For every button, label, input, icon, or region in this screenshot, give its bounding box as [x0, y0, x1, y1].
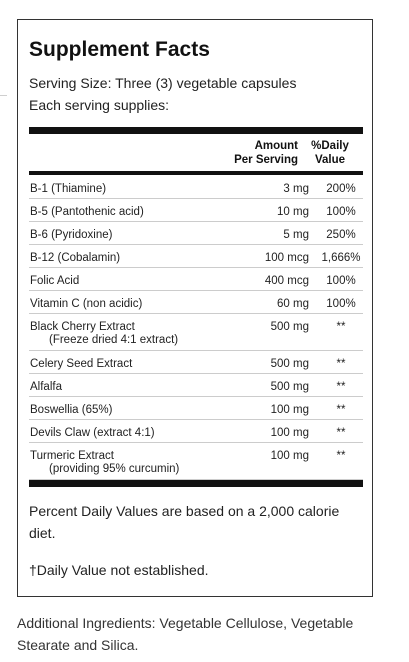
nutrient-amount: 60 mg — [277, 298, 309, 310]
nutrient-amount: 5 mg — [283, 229, 309, 241]
nutrient-daily-value: ** — [336, 427, 346, 439]
nutrient-amount: 100 mg — [270, 404, 309, 416]
percent-daily-footnote: Percent Daily Values are based on a 2,00… — [29, 503, 340, 541]
additional-ingredients-text: Additional Ingredients: Vegetable Cellul… — [17, 615, 354, 653]
nutrient-table: B-1 (Thiamine) 3 mg 200% B-5 (Pantothenic a… — [29, 176, 363, 480]
nutrient-amount: 3 mg — [283, 183, 309, 195]
nutrient-daily-value: ** — [336, 450, 346, 462]
amount-header-line1: Amount — [254, 140, 298, 152]
nutrient-amount: 400 mcg — [264, 275, 309, 287]
table-row: Black Cherry Extract (Freeze dried 4:1 ex… — [29, 314, 363, 351]
bottom-divider-bar — [29, 480, 363, 487]
nutrient-name: B-6 (Pyridoxine) — [30, 229, 113, 241]
nutrient-daily-value: 100% — [326, 206, 356, 218]
nutrient-daily-value: ** — [336, 358, 346, 370]
amount-column-header: Amount Per Serving — [214, 139, 298, 167]
nutrient-name: Folic Acid — [30, 275, 80, 287]
nutrient-name: Celery Seed Extract — [30, 358, 133, 370]
supplement-facts-panel: Supplement Facts Serving Size: Three (3)… — [17, 19, 373, 597]
table-row: Devils Claw (extract 4:1) 100 mg ** — [29, 420, 363, 443]
nutrient-amount: 100 mg — [270, 450, 309, 462]
nutrient-name: B-1 (Thiamine) — [30, 183, 107, 195]
nutrient-name: Vitamin C (non acidic) — [30, 298, 143, 310]
table-row: Folic Acid 400 mcg 100% — [29, 268, 363, 291]
daily-value-column-header: %Daily Value — [304, 139, 356, 167]
amount-header-line2: Per Serving — [234, 154, 298, 166]
nutrient-daily-value: ** — [336, 321, 346, 333]
nutrient-name: Alfalfa — [30, 381, 62, 393]
table-row: Celery Seed Extract 500 mg ** — [29, 351, 363, 374]
nutrient-subtext: (Freeze dried 4:1 extract) — [49, 334, 179, 346]
each-serving-text: Each serving supplies: — [29, 97, 170, 113]
table-row: B-1 (Thiamine) 3 mg 200% — [29, 176, 363, 199]
table-row: Turmeric Extract (providing 95% curcumin)… — [29, 443, 363, 480]
table-row: Alfalfa 500 mg ** — [29, 374, 363, 397]
nutrient-name: Devils Claw (extract 4:1) — [30, 427, 155, 439]
nutrient-amount: 10 mg — [277, 206, 309, 218]
panel-title: Supplement Facts — [29, 38, 210, 61]
nutrient-daily-value: 250% — [326, 229, 356, 241]
nutrient-daily-value: 200% — [326, 183, 356, 195]
dv-header-line1: %Daily — [311, 140, 349, 152]
dv-header-line2: Value — [314, 154, 346, 166]
nutrient-name: Boswellia (65%) — [30, 404, 113, 416]
nutrient-name: B-5 (Pantothenic acid) — [30, 206, 144, 218]
edge-tick-mark — [0, 95, 7, 96]
nutrient-name: Turmeric Extract — [30, 450, 114, 462]
nutrient-name: Black Cherry Extract — [30, 321, 135, 333]
table-row: B-12 (Cobalamin) 100 mcg 1,666% — [29, 245, 363, 268]
table-row: B-5 (Pantothenic acid) 10 mg 100% — [29, 199, 363, 222]
top-divider-bar — [29, 127, 363, 134]
table-row: Boswellia (65%) 100 mg ** — [29, 397, 363, 420]
serving-size-text: Serving Size: Three (3) vegetable capsul… — [29, 75, 297, 91]
table-row: Vitamin C (non acidic) 60 mg 100% — [29, 291, 363, 314]
nutrient-daily-value: 1,666% — [321, 252, 361, 264]
nutrient-daily-value: ** — [336, 404, 346, 416]
nutrient-amount: 100 mcg — [264, 252, 309, 264]
nutrient-daily-value: 100% — [326, 298, 356, 310]
nutrient-subtext: (providing 95% curcumin) — [49, 463, 180, 475]
dagger-footnote: †Daily Value not established. — [29, 562, 209, 578]
nutrient-amount: 500 mg — [270, 321, 309, 333]
nutrient-daily-value: 100% — [326, 275, 356, 287]
nutrient-amount: 500 mg — [270, 358, 309, 370]
nutrient-amount: 500 mg — [270, 381, 309, 393]
nutrient-daily-value: ** — [336, 381, 346, 393]
nutrient-name: B-12 (Cobalamin) — [30, 252, 121, 264]
table-row: B-6 (Pyridoxine) 5 mg 250% — [29, 222, 363, 245]
header-divider-bar — [29, 171, 363, 175]
nutrient-amount: 100 mg — [270, 427, 309, 439]
